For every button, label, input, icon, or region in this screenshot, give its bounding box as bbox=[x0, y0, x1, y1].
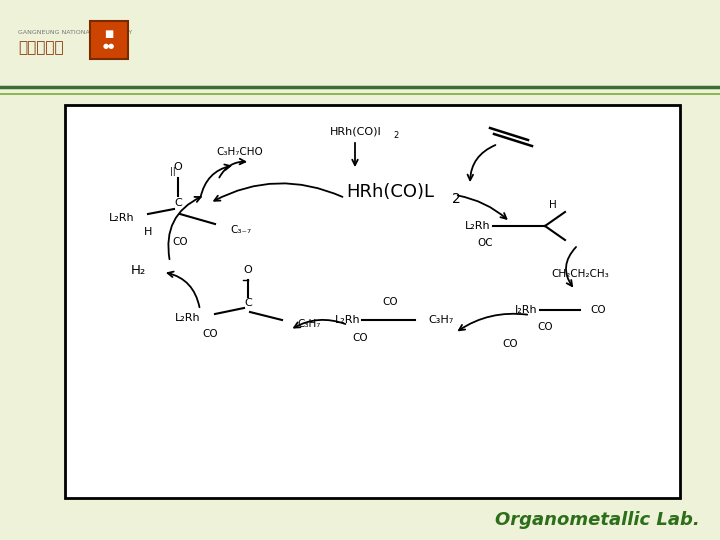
Text: C₃H₇: C₃H₇ bbox=[297, 319, 320, 329]
Text: ●●: ●● bbox=[103, 43, 115, 49]
Text: L₂Rh: L₂Rh bbox=[109, 213, 135, 223]
Text: 2: 2 bbox=[452, 192, 461, 206]
Text: CO: CO bbox=[172, 237, 188, 247]
Text: ||: || bbox=[170, 167, 176, 177]
Text: OC: OC bbox=[477, 238, 492, 248]
Text: H: H bbox=[549, 200, 557, 210]
Text: HRh(CO)L: HRh(CO)L bbox=[346, 183, 434, 201]
Text: C: C bbox=[174, 198, 182, 208]
Text: CH₂CH₂CH₃: CH₂CH₂CH₃ bbox=[551, 269, 609, 279]
Text: L₂Rh: L₂Rh bbox=[464, 221, 490, 231]
Text: HRh(CO)I: HRh(CO)I bbox=[330, 127, 382, 137]
Text: O: O bbox=[243, 265, 253, 275]
Text: C₃H₇: C₃H₇ bbox=[428, 315, 454, 325]
Text: H₂: H₂ bbox=[130, 264, 145, 276]
Text: CO: CO bbox=[590, 305, 606, 315]
Text: ■: ■ bbox=[104, 29, 114, 39]
Text: CO: CO bbox=[382, 297, 398, 307]
Text: 강릉대학교: 강릉대학교 bbox=[18, 40, 63, 56]
Text: C₃H₇CHO: C₃H₇CHO bbox=[217, 147, 264, 157]
Text: CO: CO bbox=[352, 333, 368, 343]
Text: Organometallic Lab.: Organometallic Lab. bbox=[495, 511, 700, 529]
Text: C: C bbox=[244, 298, 252, 308]
Bar bbox=[90, 21, 128, 59]
Text: C₃₋₇: C₃₋₇ bbox=[230, 225, 251, 235]
Text: O: O bbox=[174, 162, 182, 172]
Bar bbox=[65, 105, 680, 498]
Text: CO: CO bbox=[537, 322, 553, 332]
Text: 2: 2 bbox=[393, 132, 398, 140]
Text: GANGNEUNG NATIONAL UNIVERSITY: GANGNEUNG NATIONAL UNIVERSITY bbox=[18, 30, 132, 35]
Text: CO: CO bbox=[502, 339, 518, 349]
Text: H: H bbox=[144, 227, 152, 237]
Text: CO: CO bbox=[202, 329, 218, 339]
Text: L₂Rh: L₂Rh bbox=[174, 313, 200, 323]
Text: L₂Rh: L₂Rh bbox=[334, 315, 360, 325]
Text: I₂Rh: I₂Rh bbox=[516, 305, 538, 315]
